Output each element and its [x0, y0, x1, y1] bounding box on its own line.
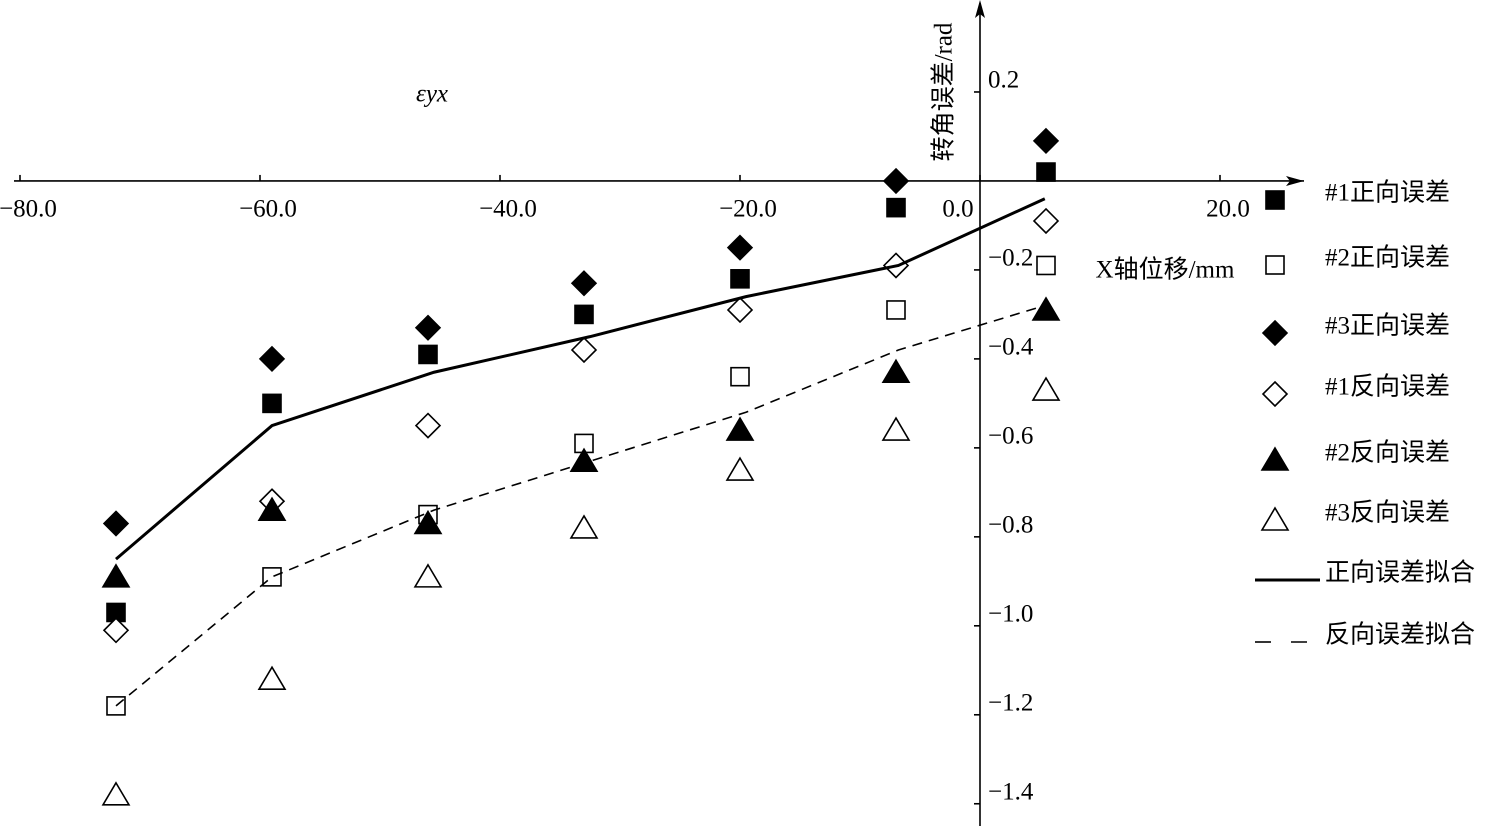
legend-label: #3反向误差	[1325, 499, 1450, 527]
marker-diamond	[1032, 127, 1060, 155]
fit-line	[115, 197, 1046, 561]
y-tick-label: 0.2	[988, 67, 1019, 94]
marker-square	[730, 269, 750, 289]
marker-square	[730, 366, 750, 387]
x-tick-label: −40.0	[479, 196, 537, 223]
marker-triangle	[101, 781, 131, 806]
marker-diamond	[258, 345, 286, 373]
marker-square	[262, 567, 282, 587]
marker-triangle	[725, 456, 755, 481]
marker-diamond	[102, 510, 130, 537]
marker-square	[418, 344, 438, 365]
marker-triangle	[881, 416, 911, 441]
marker-diamond	[1032, 207, 1060, 235]
legend-marker	[1265, 255, 1285, 275]
legend-label: 正向误差拟合	[1325, 559, 1475, 587]
marker-triangle	[1031, 296, 1061, 321]
marker-triangle	[101, 563, 131, 588]
annotation: εyx	[416, 81, 448, 108]
marker-diamond	[570, 270, 598, 297]
y-tick-label: −0.8	[988, 512, 1033, 539]
marker-triangle	[569, 514, 599, 539]
marker-triangle	[881, 358, 911, 384]
legend-marker	[1261, 380, 1289, 408]
marker-diamond	[726, 234, 754, 261]
y-tick-label: −0.2	[988, 245, 1033, 272]
x-tick-label: 0.0	[942, 196, 973, 223]
marker-square	[262, 393, 282, 414]
y-axis-label: 转角误差/rad	[930, 22, 958, 161]
x-tick-label: −80.0	[0, 196, 57, 223]
legend-label: #3正向误差	[1325, 312, 1450, 340]
legend-label: #1正向误差	[1325, 179, 1450, 207]
x-axis-label: X轴位移/mm	[1096, 256, 1235, 284]
y-axis-arrow	[975, 0, 985, 18]
marker-diamond	[570, 336, 598, 364]
y-tick-label: −1.2	[988, 690, 1033, 717]
marker-triangle	[257, 665, 287, 690]
legend-label: 反向误差拟合	[1325, 621, 1475, 649]
marker-triangle	[413, 509, 443, 535]
y-tick-label: −1.0	[988, 601, 1033, 628]
marker-triangle	[413, 563, 443, 588]
legend-marker	[1261, 319, 1289, 347]
x-tick-label: −20.0	[719, 196, 777, 223]
marker-square	[1036, 255, 1056, 276]
legend-label: #2正向误差	[1325, 244, 1450, 272]
marker-square	[886, 300, 906, 320]
y-tick-label: −1.4	[988, 778, 1034, 805]
y-tick-label: −0.6	[988, 423, 1033, 450]
x-tick-label: −60.0	[239, 196, 297, 223]
marker-square	[1036, 162, 1056, 182]
y-tick-label: −0.4	[988, 334, 1034, 361]
marker-triangle	[1031, 376, 1061, 401]
marker-square	[886, 197, 906, 218]
legend-label: #1反向误差	[1325, 373, 1450, 401]
x-axis-arrow	[1286, 175, 1304, 186]
marker-triangle	[257, 496, 287, 521]
marker-diamond	[726, 296, 754, 324]
marker-triangle	[725, 416, 755, 441]
legend-marker	[1260, 506, 1290, 531]
fit-line	[115, 304, 1046, 707]
marker-diamond	[414, 314, 442, 341]
marker-diamond	[414, 412, 442, 439]
x-tick-label: 20.0	[1206, 196, 1250, 223]
legend-marker	[1260, 446, 1290, 471]
legend-label: #2反向误差	[1325, 439, 1450, 467]
legend-marker	[1265, 190, 1285, 210]
marker-square	[574, 304, 594, 325]
marker-diamond	[882, 167, 910, 195]
marker-diamond	[102, 617, 130, 644]
